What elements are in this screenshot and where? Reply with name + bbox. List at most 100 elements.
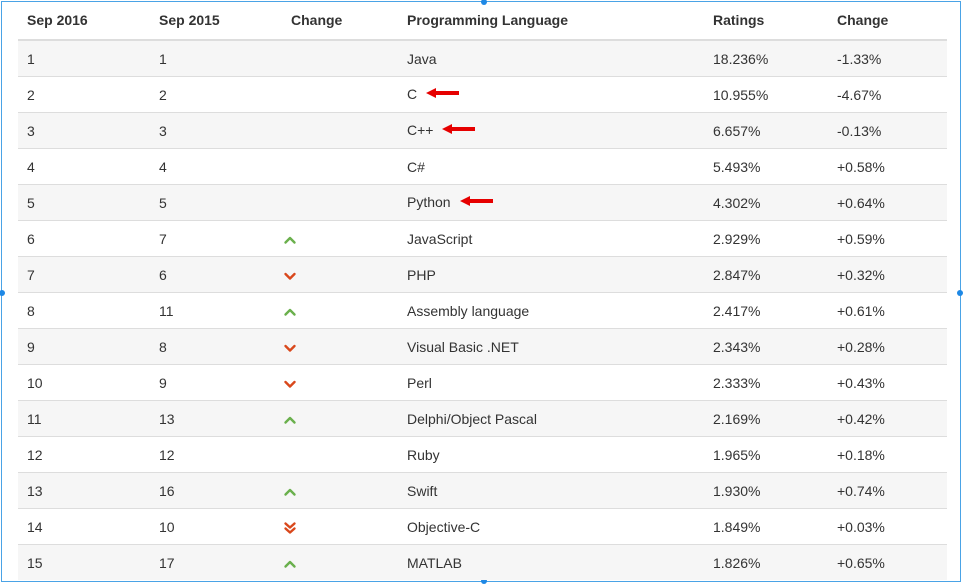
language-cell: C	[398, 76, 704, 113]
red-arrow-left-icon	[426, 88, 460, 99]
table-row: 14 10 Objective-C 1.849% +0.03%	[18, 508, 947, 545]
rank-2015-cell: 1	[150, 39, 282, 77]
language-name: Java	[407, 50, 437, 67]
language-cell: PHP	[398, 256, 704, 293]
rating-cell: 4.302%	[704, 184, 828, 221]
table-row: 6 7 JavaScript 2.929% +0.59%	[18, 220, 947, 257]
rating-cell: 2.417%	[704, 292, 828, 329]
rating-change-cell: +0.42%	[828, 400, 947, 437]
rating-change-cell: +0.65%	[828, 544, 947, 580]
table-row: 1 1 Java 18.236% -1.33%	[18, 39, 947, 77]
language-name: Swift	[407, 482, 438, 499]
resize-handle-left[interactable]	[0, 290, 5, 296]
chevron-up-icon	[284, 560, 296, 568]
rank-2015-cell: 16	[150, 472, 282, 509]
language-cell: JavaScript	[398, 220, 704, 257]
rank-2015-cell: 11	[150, 292, 282, 329]
rank-2016-cell: 14	[18, 508, 150, 545]
rank-change-cell	[282, 292, 398, 329]
chevron-down-icon	[284, 344, 296, 352]
rank-change-cell	[282, 184, 398, 221]
rating-change-cell: -4.67%	[828, 76, 947, 113]
rating-change-cell: -0.13%	[828, 112, 947, 149]
rating-cell: 6.657%	[704, 112, 828, 149]
resize-handle-right[interactable]	[957, 290, 963, 296]
table-row: 13 16 Swift 1.930% +0.74%	[18, 472, 947, 509]
language-cell: Visual Basic .NET	[398, 328, 704, 365]
rating-change-cell: +0.43%	[828, 364, 947, 401]
rating-cell: 2.169%	[704, 400, 828, 437]
rating-change-cell: +0.64%	[828, 184, 947, 221]
table-row: 8 11 Assembly language 2.417% +0.61%	[18, 292, 947, 329]
chevron-down-icon	[284, 272, 296, 280]
rating-change-cell: +0.58%	[828, 148, 947, 185]
rank-2016-cell: 2	[18, 76, 150, 113]
rank-2016-cell: 15	[18, 544, 150, 580]
language-name: MATLAB	[407, 554, 462, 571]
rank-2015-cell: 10	[150, 508, 282, 545]
red-arrow-left-icon	[442, 124, 476, 135]
rank-2015-cell: 17	[150, 544, 282, 580]
language-name: Assembly language	[407, 302, 530, 319]
language-name: JavaScript	[407, 230, 473, 247]
rating-cell: 18.236%	[704, 39, 828, 77]
rating-change-cell: -1.33%	[828, 39, 947, 77]
table-row: 4 4 C# 5.493% +0.58%	[18, 148, 947, 185]
rank-2016-cell: 9	[18, 328, 150, 365]
header-ratings-change: Change	[828, 0, 947, 41]
header-programming-language: Programming Language	[398, 0, 704, 41]
rank-2016-cell: 1	[18, 39, 150, 77]
language-name: Perl	[407, 374, 432, 391]
table-row: 7 6 PHP 2.847% +0.32%	[18, 256, 947, 293]
chevron-down-icon	[284, 380, 296, 388]
language-name: PHP	[407, 266, 436, 283]
table-row: 9 8 Visual Basic .NET 2.343% +0.28%	[18, 328, 947, 365]
rank-2016-cell: 12	[18, 436, 150, 473]
rating-cell: 1.965%	[704, 436, 828, 473]
language-name: Objective-C	[407, 518, 481, 535]
table-row: 5 5 Python 4.302% +0.64%	[18, 184, 947, 221]
language-name: Delphi/Object Pascal	[407, 410, 537, 427]
language-cell: Delphi/Object Pascal	[398, 400, 704, 437]
table-row: 2 2 C 10.955% -4.67%	[18, 76, 947, 113]
rating-cell: 2.847%	[704, 256, 828, 293]
chevron-up-icon	[284, 416, 296, 424]
rank-change-cell	[282, 328, 398, 365]
rank-2015-cell: 4	[150, 148, 282, 185]
language-name: C#	[407, 158, 425, 175]
header-sep-2015: Sep 2015	[150, 0, 282, 41]
rank-change-cell	[282, 364, 398, 401]
language-name: Visual Basic .NET	[407, 338, 519, 355]
resize-handle-bottom[interactable]	[481, 578, 487, 584]
ranking-table: Sep 2016 Sep 2015 Change Programming Lan…	[18, 0, 947, 580]
rank-2016-cell: 10	[18, 364, 150, 401]
rank-2015-cell: 9	[150, 364, 282, 401]
rank-change-cell	[282, 400, 398, 437]
rating-cell: 1.849%	[704, 508, 828, 545]
table-row: 12 12 Ruby 1.965% +0.18%	[18, 436, 947, 473]
language-cell: Assembly language	[398, 292, 704, 329]
rank-change-cell	[282, 256, 398, 293]
rank-2015-cell: 7	[150, 220, 282, 257]
language-name: Python	[407, 193, 451, 210]
rank-change-cell	[282, 508, 398, 545]
language-cell: MATLAB	[398, 544, 704, 580]
rank-2016-cell: 5	[18, 184, 150, 221]
rating-cell: 2.929%	[704, 220, 828, 257]
rank-2016-cell: 7	[18, 256, 150, 293]
language-cell: Java	[398, 39, 704, 77]
language-name: Ruby	[407, 446, 440, 463]
rating-cell: 2.333%	[704, 364, 828, 401]
language-name: C++	[407, 121, 434, 138]
rating-change-cell: +0.18%	[828, 436, 947, 473]
table-body: 1 1 Java 18.236% -1.33% 2 2 C 10.955% -4.67% 3 3 C++…	[18, 39, 947, 580]
double-chevron-down-icon	[284, 521, 296, 534]
ranking-table-container: Sep 2016 Sep 2015 Change Programming Lan…	[18, 0, 947, 580]
chevron-up-icon	[284, 308, 296, 316]
rank-2016-cell: 8	[18, 292, 150, 329]
rating-change-cell: +0.59%	[828, 220, 947, 257]
language-cell: Ruby	[398, 436, 704, 473]
rank-2015-cell: 3	[150, 112, 282, 149]
table-header-row: Sep 2016 Sep 2015 Change Programming Lan…	[18, 0, 947, 41]
rank-2015-cell: 5	[150, 184, 282, 221]
